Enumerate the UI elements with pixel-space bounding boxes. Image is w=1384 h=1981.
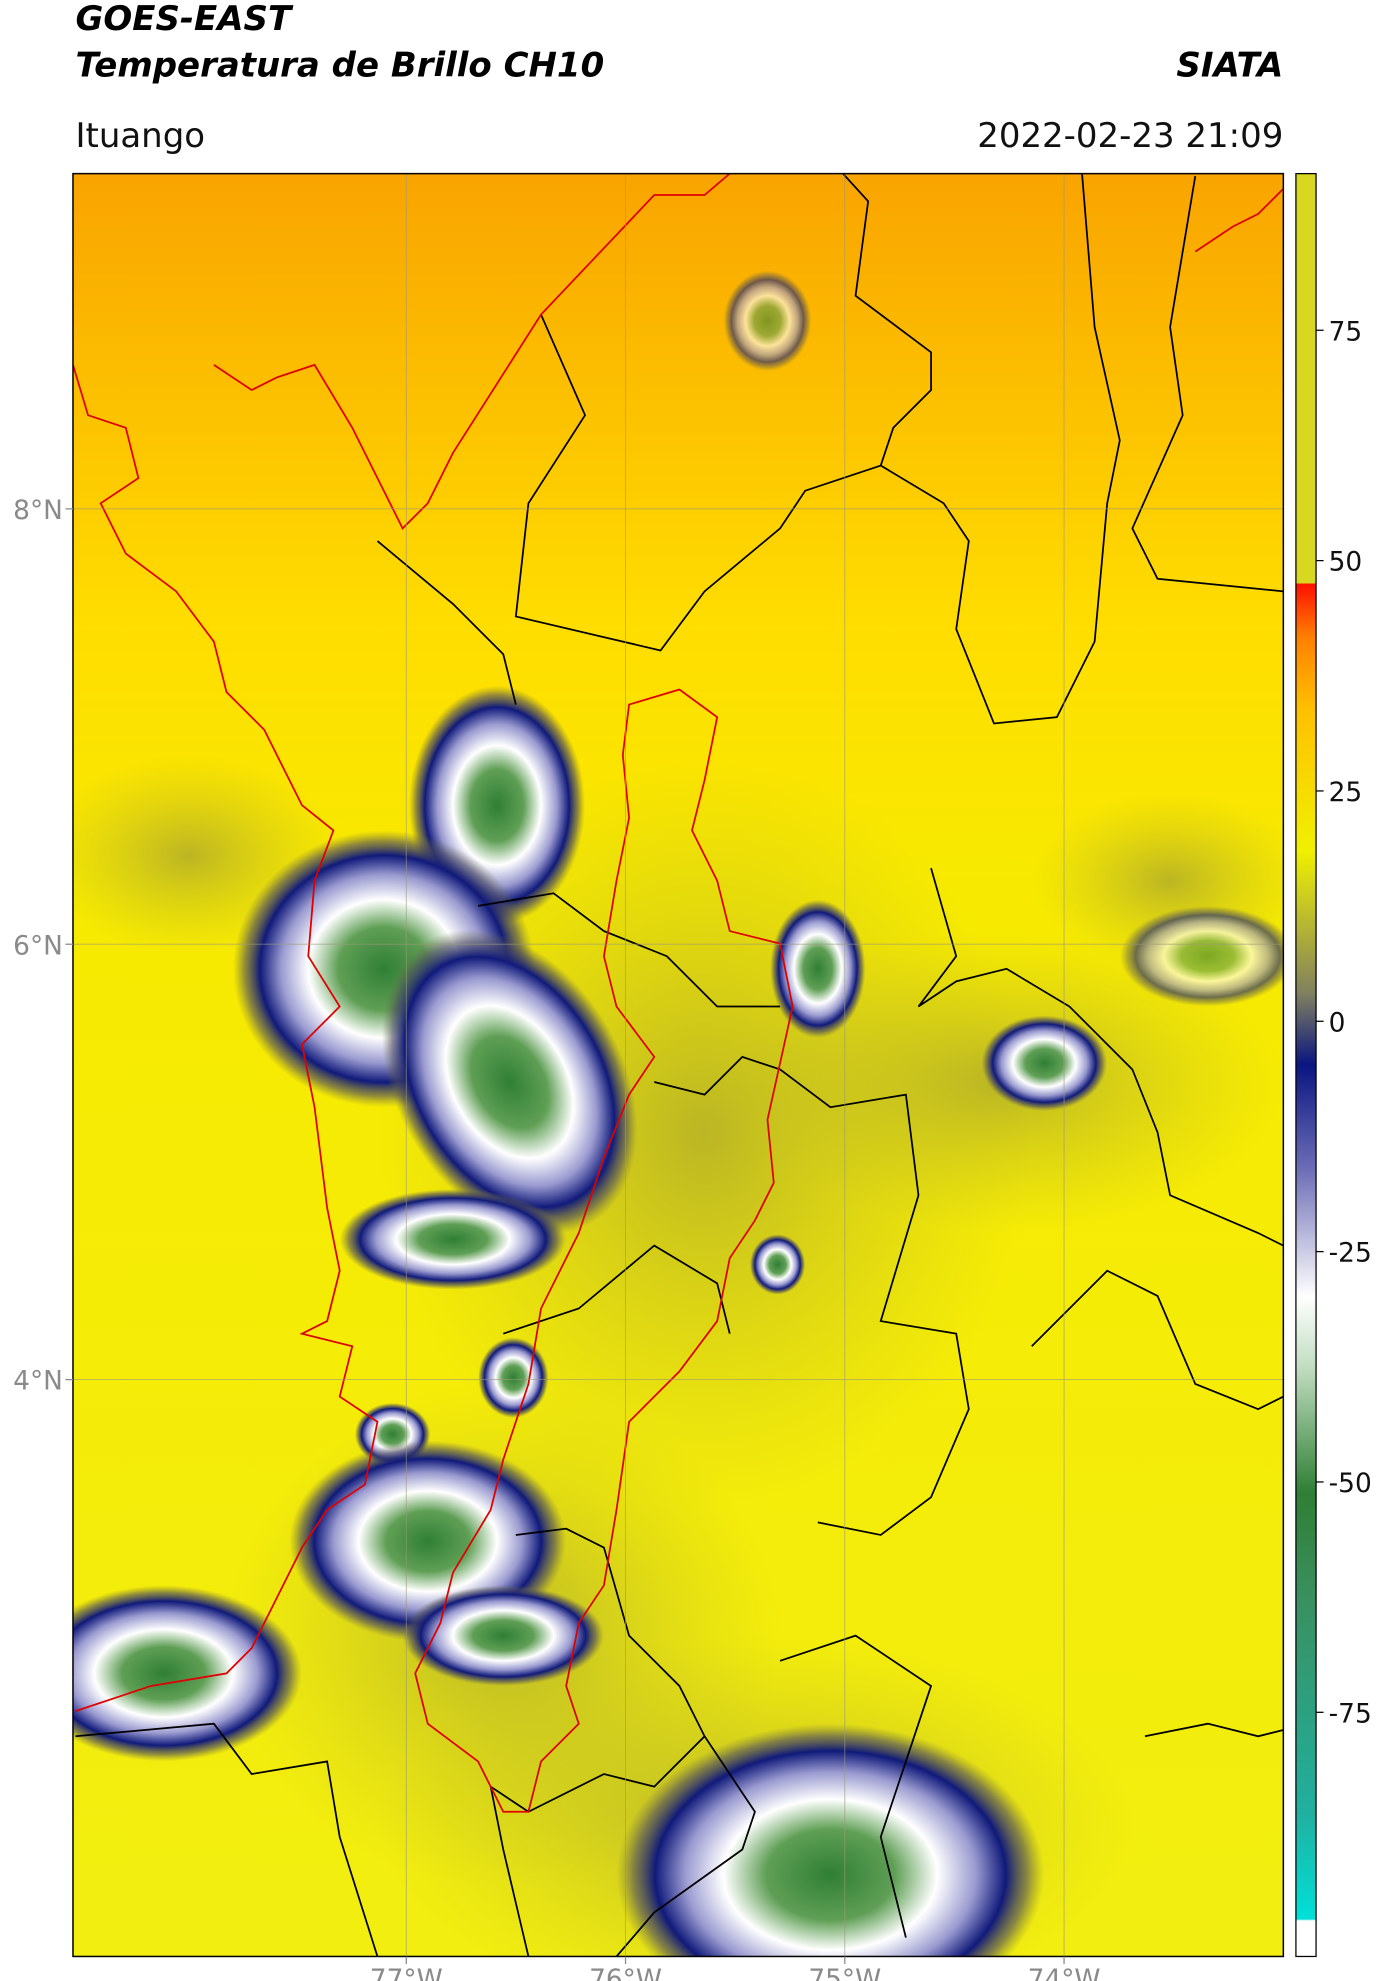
clouds <box>72 270 1284 1957</box>
x-tick-label: 76°W <box>589 1964 662 1981</box>
coastline <box>72 173 1284 1813</box>
subtitle: Temperatura de Brillo CH10 <box>75 46 604 86</box>
y-tick-label: 6°N <box>13 930 63 961</box>
colorbar-tick-label: -25 <box>1329 1238 1372 1269</box>
colorbar-tick-label: 75 <box>1329 316 1363 347</box>
title: GOES-EAST <box>75 0 293 39</box>
y-tick-label: 8°N <box>13 495 63 526</box>
datetime: 2022-02-23 21:09 <box>977 116 1283 156</box>
colorbar-tick-label: 0 <box>1329 1007 1346 1038</box>
grid <box>72 173 1284 1957</box>
axes: 77°W 76°W 75°W 74°W 8°N 6°N 4°N 75 50 25 0 -25 -50 -7… <box>13 316 1372 1981</box>
map-frame <box>72 172 1285 1958</box>
colorbar <box>1295 172 1317 1958</box>
colorbar-tick-label: 25 <box>1329 777 1363 808</box>
source: SIATA <box>1176 46 1283 86</box>
x-tick-label: 74°W <box>1028 1964 1101 1981</box>
location: Ituango <box>75 116 205 156</box>
x-tick-label: 77°W <box>370 1964 443 1981</box>
y-tick-label: 4°N <box>13 1366 63 1397</box>
borders <box>75 173 1284 1957</box>
colorbar-tick-label: -50 <box>1329 1468 1372 1499</box>
map <box>72 173 1284 1957</box>
x-tick-label: 75°W <box>808 1964 881 1981</box>
colorbar-tick-label: -75 <box>1329 1698 1372 1729</box>
colorbar-tick-label: 50 <box>1329 547 1363 578</box>
